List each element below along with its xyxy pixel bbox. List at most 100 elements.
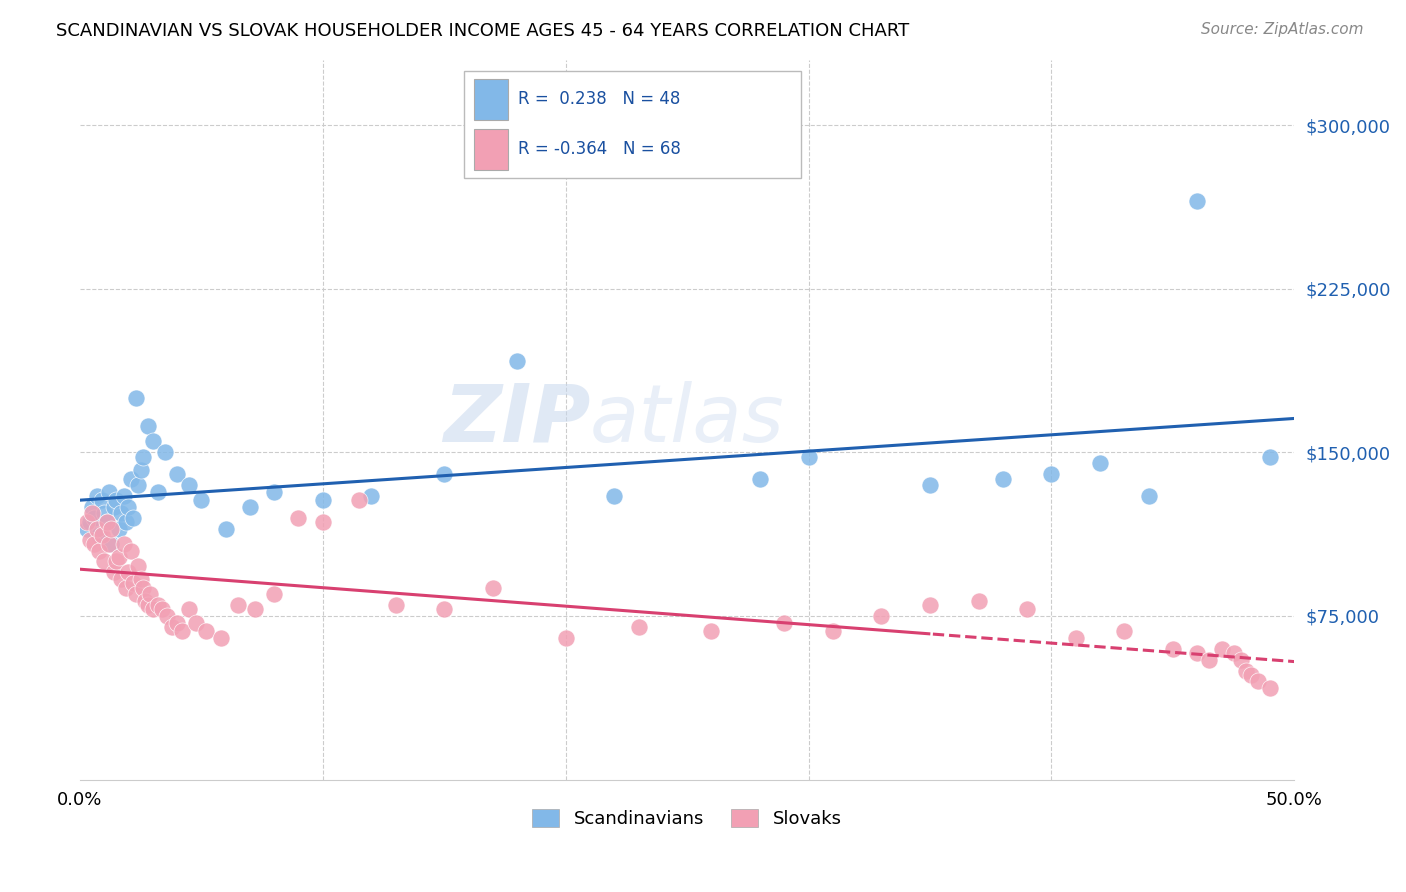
Point xyxy=(603,489,626,503)
Point xyxy=(122,510,145,524)
Point xyxy=(1187,194,1209,209)
Text: SCANDINAVIAN VS SLOVAK HOUSEHOLDER INCOME AGES 45 - 64 YEARS CORRELATION CHART: SCANDINAVIAN VS SLOVAK HOUSEHOLDER INCOM… xyxy=(56,22,910,40)
Point xyxy=(1234,664,1257,678)
Point xyxy=(1222,646,1244,660)
Point xyxy=(1198,652,1220,666)
Point xyxy=(136,419,159,434)
Point xyxy=(76,515,98,529)
Point xyxy=(134,593,156,607)
Point xyxy=(112,537,135,551)
Point xyxy=(506,353,529,368)
Point xyxy=(110,572,132,586)
Point xyxy=(86,489,108,503)
Point xyxy=(195,624,218,639)
Point xyxy=(166,615,188,630)
Point xyxy=(1040,467,1063,482)
Point xyxy=(312,515,335,529)
Point xyxy=(107,550,129,565)
Point xyxy=(83,537,105,551)
Point xyxy=(146,598,169,612)
Text: atlas: atlas xyxy=(591,381,785,458)
Point xyxy=(1240,668,1263,682)
Point xyxy=(209,631,232,645)
Point xyxy=(153,445,176,459)
Point xyxy=(98,537,121,551)
Point xyxy=(1258,450,1281,464)
Bar xyxy=(474,78,508,120)
Point xyxy=(263,587,285,601)
Point xyxy=(100,537,122,551)
Point xyxy=(129,572,152,586)
Point xyxy=(89,528,111,542)
Point xyxy=(1247,674,1270,689)
Point xyxy=(125,391,148,405)
Point xyxy=(1137,489,1160,503)
Point xyxy=(991,471,1014,485)
Point xyxy=(700,624,723,639)
Point xyxy=(263,484,285,499)
Legend: Scandinavians, Slovaks: Scandinavians, Slovaks xyxy=(526,802,849,836)
Point xyxy=(1088,456,1111,470)
Point xyxy=(287,510,309,524)
Point xyxy=(214,522,236,536)
Point xyxy=(115,515,138,529)
Point xyxy=(86,522,108,536)
Point xyxy=(749,471,772,485)
Point xyxy=(821,624,844,639)
Point xyxy=(76,522,98,536)
Point xyxy=(312,493,335,508)
Point xyxy=(120,543,142,558)
Point xyxy=(90,528,112,542)
Point xyxy=(100,522,122,536)
Point xyxy=(152,602,174,616)
Point xyxy=(132,581,155,595)
Point xyxy=(773,615,796,630)
Point xyxy=(1017,602,1039,616)
Point xyxy=(179,602,201,616)
Point xyxy=(1064,631,1087,645)
Point xyxy=(243,602,266,616)
Point xyxy=(98,484,121,499)
Point xyxy=(160,620,183,634)
Point xyxy=(125,587,148,601)
Point xyxy=(127,478,149,492)
Point xyxy=(96,515,118,529)
Point xyxy=(96,515,118,529)
Point xyxy=(105,493,128,508)
Point xyxy=(170,624,193,639)
Point xyxy=(186,615,208,630)
Point xyxy=(360,489,382,503)
Point xyxy=(112,489,135,503)
Point xyxy=(115,581,138,595)
Point xyxy=(120,471,142,485)
Point xyxy=(1114,624,1136,639)
Point xyxy=(1211,641,1233,656)
Text: ZIP: ZIP xyxy=(443,381,591,458)
Point xyxy=(1187,646,1209,660)
Point xyxy=(967,593,990,607)
Point xyxy=(110,507,132,521)
Point xyxy=(239,500,262,514)
Point xyxy=(80,500,103,514)
Point xyxy=(1258,681,1281,695)
Point xyxy=(79,515,101,529)
Point xyxy=(554,631,576,645)
Point xyxy=(166,467,188,482)
Point xyxy=(146,484,169,499)
Point xyxy=(79,533,101,547)
Point xyxy=(107,522,129,536)
Point xyxy=(132,450,155,464)
Point xyxy=(142,602,165,616)
Point xyxy=(127,558,149,573)
Text: R =  0.238   N = 48: R = 0.238 N = 48 xyxy=(517,90,681,108)
Point xyxy=(870,609,893,624)
Point xyxy=(117,566,139,580)
Point xyxy=(83,510,105,524)
Point xyxy=(797,450,820,464)
Point xyxy=(93,554,115,568)
Point xyxy=(122,576,145,591)
Point xyxy=(103,566,125,580)
Point xyxy=(190,493,212,508)
Point xyxy=(105,554,128,568)
Point xyxy=(129,463,152,477)
